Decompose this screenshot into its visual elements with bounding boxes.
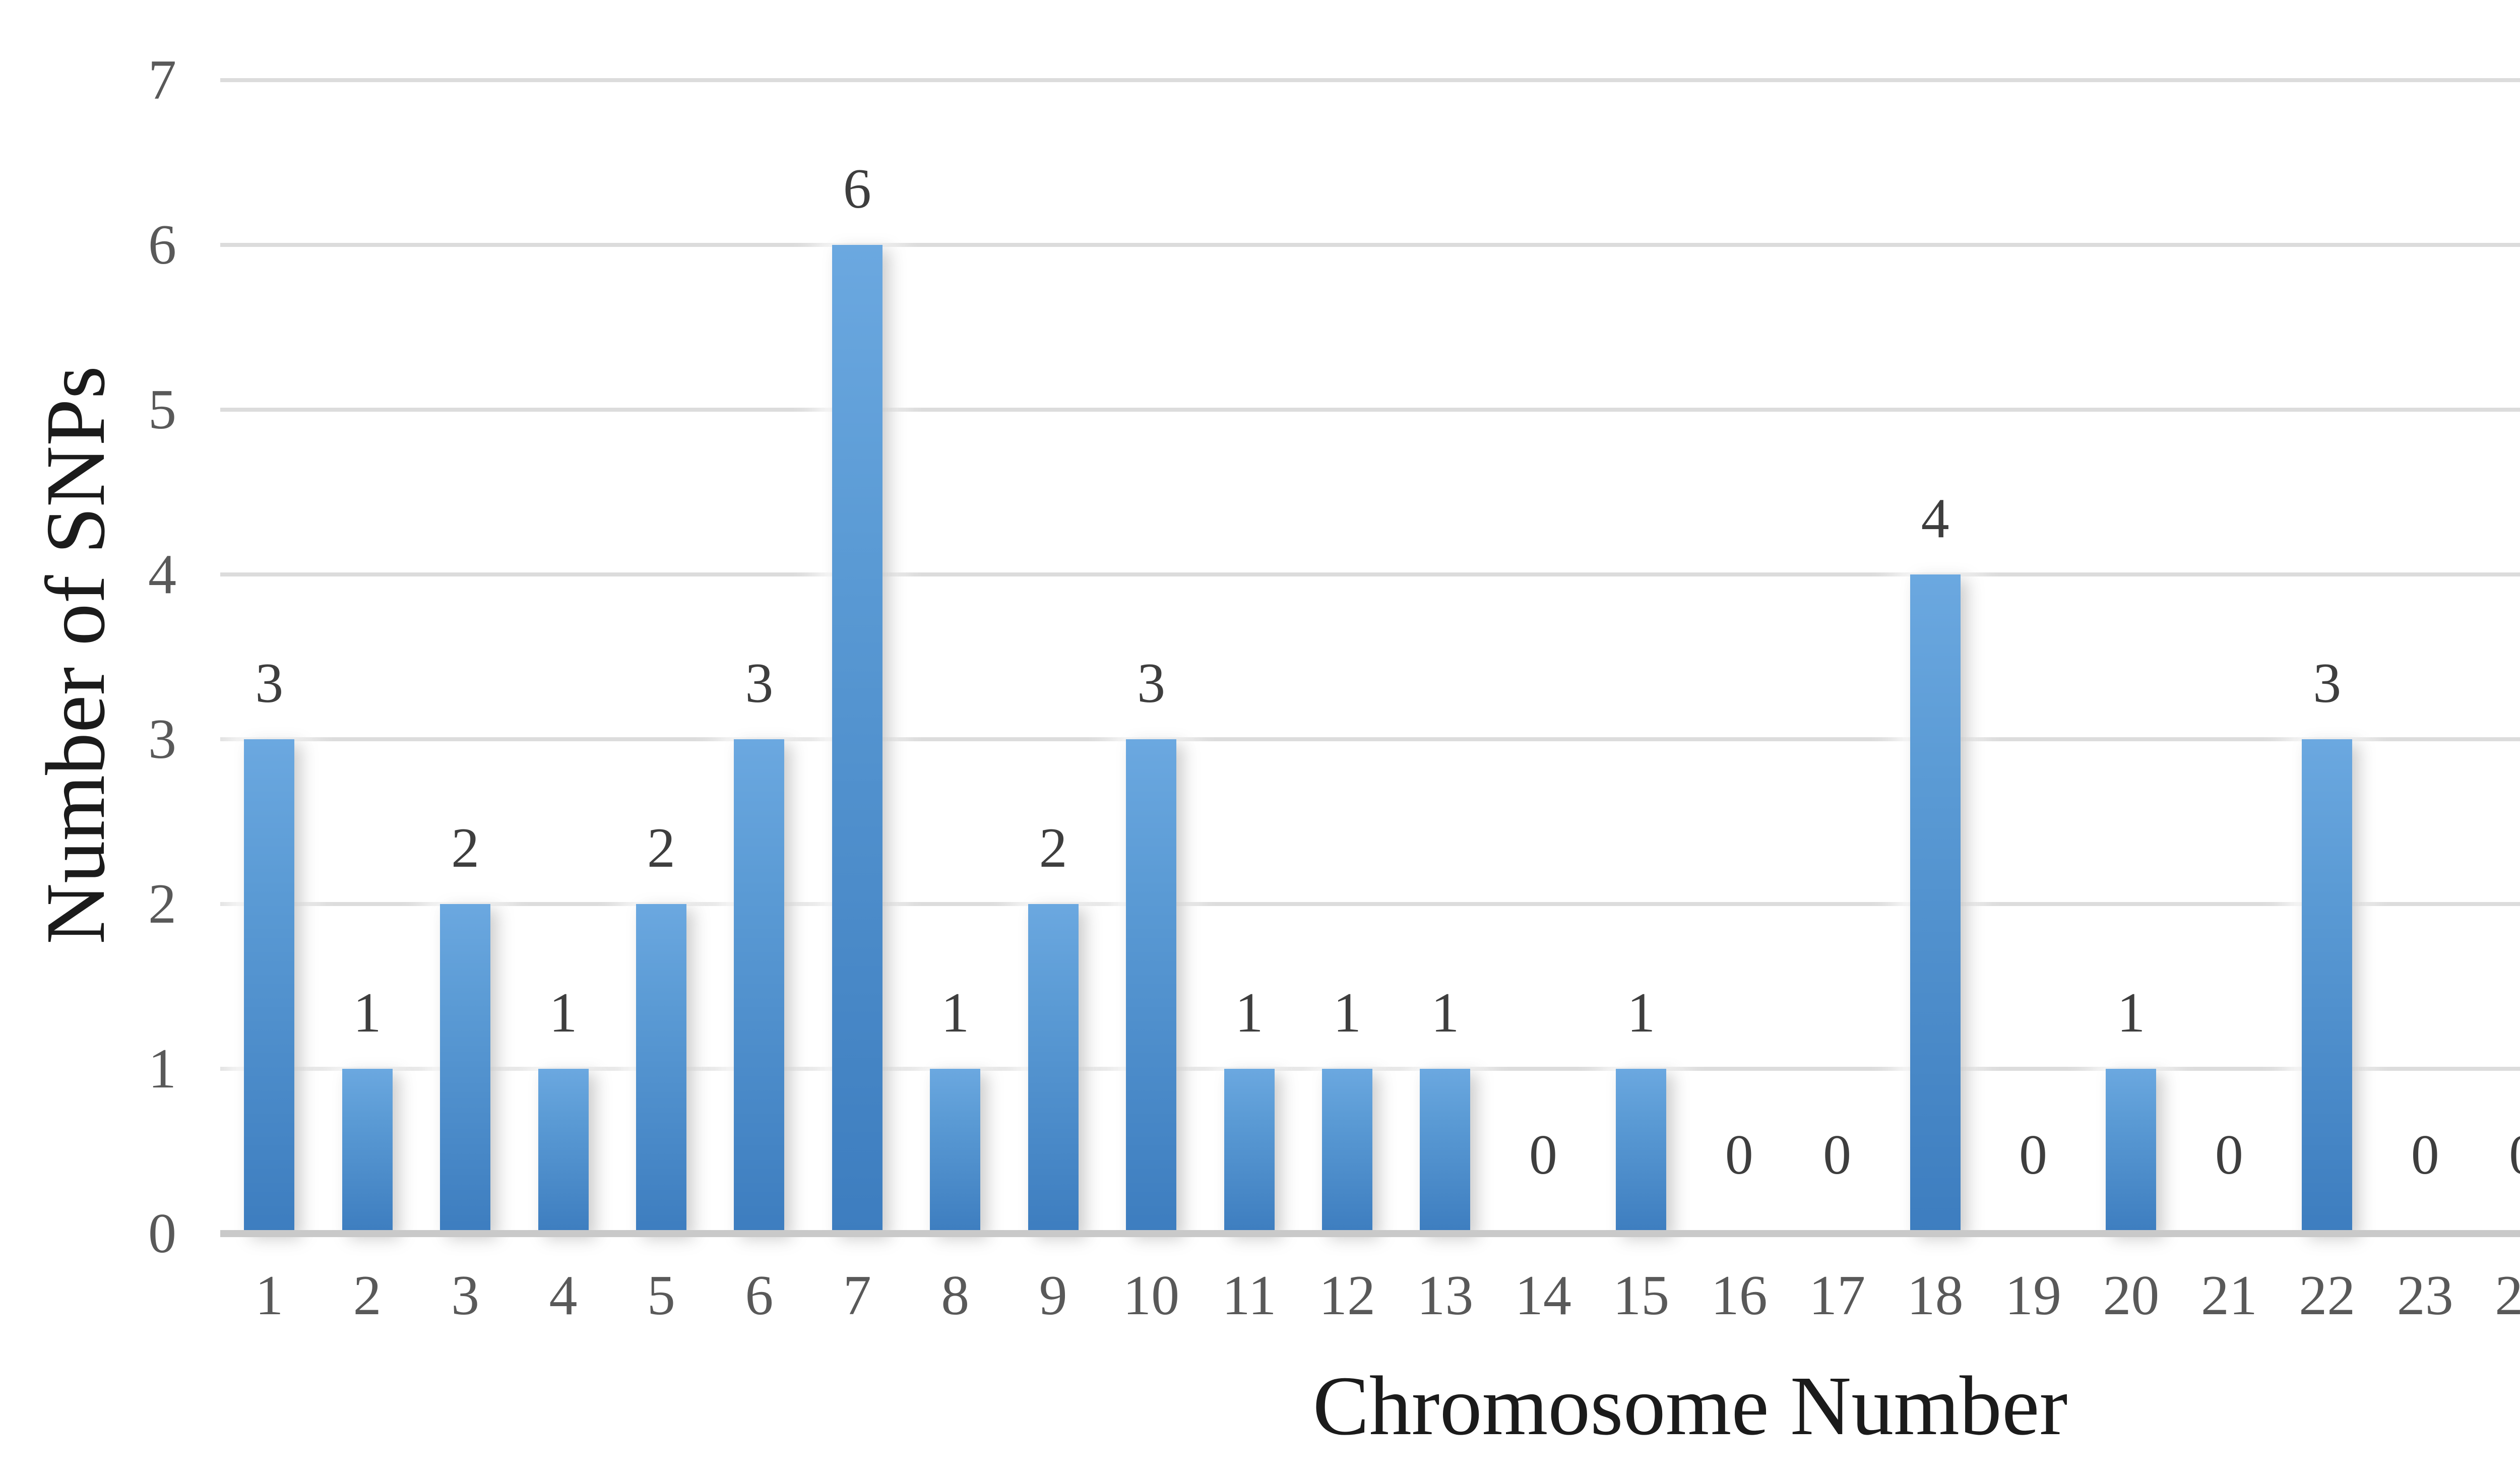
bar-value-label: 3: [1137, 652, 1166, 715]
y-tick-label: 3: [148, 708, 176, 770]
bar-chromosome-18: [1910, 574, 1961, 1234]
x-tick-label: 10: [1123, 1264, 1180, 1327]
x-tick-label: 19: [2005, 1264, 2061, 1327]
x-tick-label: 7: [843, 1264, 871, 1327]
x-tick-label: 8: [941, 1264, 970, 1327]
bar-value-label: 3: [2313, 652, 2342, 715]
bar-chromosome-13: [1420, 1069, 1471, 1234]
bar-chromosome-9: [1028, 904, 1079, 1234]
bar-value-label: 0: [2411, 1124, 2439, 1186]
bar-value-label: 4: [1921, 487, 1949, 550]
bar-value-label: 1: [549, 982, 578, 1044]
y-tick-label: 2: [148, 873, 176, 935]
y-tick-label: 4: [148, 543, 176, 606]
x-tick-label: 6: [745, 1264, 774, 1327]
bar-value-label: 2: [1039, 817, 1067, 879]
x-tick-label: 16: [1711, 1264, 1768, 1327]
x-tick-label: 12: [1318, 1264, 1375, 1327]
bar-value-label: 3: [745, 652, 774, 715]
bar-value-label: 0: [2215, 1124, 2243, 1186]
y-tick-label: 1: [148, 1038, 176, 1100]
x-tick-label: 3: [451, 1264, 480, 1327]
gridline: [220, 243, 2520, 247]
gridline: [220, 572, 2520, 576]
bar-value-label: 1: [1431, 982, 1460, 1044]
y-tick-label: 0: [148, 1202, 176, 1265]
bar-value-label: 0: [2019, 1124, 2047, 1186]
x-tick-label: 14: [1515, 1264, 1571, 1327]
x-tick-label: 15: [1613, 1264, 1670, 1327]
y-tick-label: 5: [148, 378, 176, 441]
bar-chromosome-6: [734, 739, 785, 1234]
bar-chromosome-3: [440, 904, 491, 1234]
x-tick-label: 18: [1907, 1264, 1964, 1327]
bar-value-label: 6: [843, 158, 871, 220]
x-tick-label: 5: [647, 1264, 675, 1327]
y-axis-title: Number of SNPs: [29, 365, 122, 945]
bar-chromosome-4: [538, 1069, 589, 1234]
bar-value-label: 0: [1823, 1124, 1852, 1186]
x-tick-label: 2: [353, 1264, 382, 1327]
bar-chromosome-22: [2302, 739, 2353, 1234]
bar-chromosome-10: [1126, 739, 1177, 1234]
x-tick-label: 17: [1809, 1264, 1866, 1327]
x-tick-label: 23: [2397, 1264, 2453, 1327]
bar-value-label: 2: [647, 817, 675, 879]
bar-chromosome-2: [342, 1069, 393, 1234]
bar-value-label: 0: [1529, 1124, 1557, 1186]
bar-value-label: 0: [1725, 1124, 1753, 1186]
x-tick-label: 24: [2495, 1264, 2520, 1327]
bar-chromosome-7: [832, 245, 883, 1234]
gridline: [220, 902, 2520, 906]
bar-value-label: 3: [255, 652, 284, 715]
bar-chromosome-12: [1321, 1069, 1372, 1234]
bar-value-label: 1: [1627, 982, 1656, 1044]
bar-chromosome-1: [244, 739, 295, 1234]
x-tick-label: 11: [1222, 1264, 1277, 1327]
x-tick-label: 4: [549, 1264, 578, 1327]
bar-chromosome-5: [636, 904, 686, 1234]
x-tick-label: 21: [2200, 1264, 2257, 1327]
x-tick-label: 20: [2103, 1264, 2160, 1327]
gridline: [220, 78, 2520, 82]
x-axis-title: Chromosome Number: [1312, 1359, 2068, 1453]
x-tick-label: 13: [1417, 1264, 1474, 1327]
bar-value-label: 2: [451, 817, 480, 879]
bar-chromosome-20: [2106, 1069, 2157, 1234]
bar-value-label: 1: [1333, 982, 1361, 1044]
bar-value-label: 0: [2474, 1127, 2520, 1183]
y-tick-label: 6: [148, 214, 176, 276]
x-tick-label: 9: [1039, 1264, 1067, 1327]
x-tick-label: 22: [2299, 1264, 2356, 1327]
gridline: [220, 408, 2520, 412]
bar-value-label: 1: [353, 982, 382, 1044]
bar-chromosome-8: [930, 1069, 981, 1234]
y-tick-label: 7: [148, 49, 176, 111]
gridline: [220, 737, 2520, 741]
bar-value-label: 1: [1235, 982, 1264, 1044]
bar-value-label: 1: [941, 982, 970, 1044]
x-axis-line: [220, 1230, 2520, 1237]
x-tick-label: 1: [255, 1264, 284, 1327]
bar-value-label: 1: [2117, 982, 2146, 1044]
bar-chromosome-15: [1616, 1069, 1667, 1234]
bar-chromosome-11: [1224, 1069, 1275, 1234]
